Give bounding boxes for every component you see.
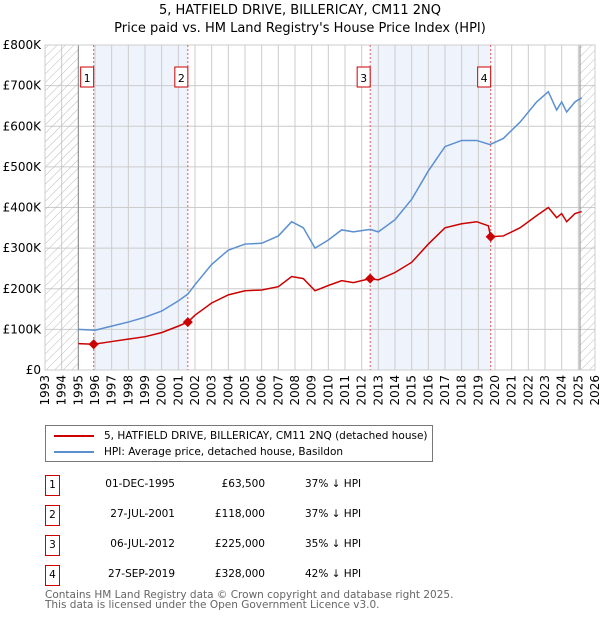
sale-label-box <box>356 66 371 88</box>
x-tick-label: 2026 <box>588 375 600 406</box>
transaction-price: £225,000 <box>214 538 265 550</box>
y-tick-label: £800K <box>3 38 43 52</box>
transaction-date: 27-JUL-2001 <box>110 508 175 520</box>
transaction-price: £328,000 <box>214 568 265 580</box>
y-tick-label: £0 <box>26 363 41 377</box>
transaction-row: 3 06-JUL-2012 £225,000 35% ↓ HPI <box>45 535 445 556</box>
sale-point <box>88 339 99 350</box>
y-tick-label: £400K <box>3 201 43 215</box>
hatched-area <box>45 45 79 370</box>
sale-label-box <box>477 66 492 88</box>
legend: 5, HATFIELD DRIVE, BILLERICAY, CM11 2NQ … <box>45 425 433 462</box>
y-tick-label: £300K <box>3 241 43 255</box>
y-tick-label: £100K <box>3 322 43 336</box>
transaction-row: 4 27-SEP-2019 £328,000 42% ↓ HPI <box>45 565 445 586</box>
x-tick-label: 2006 <box>255 375 269 406</box>
x-tick-label: 2008 <box>288 375 302 406</box>
legend-label: 5, HATFIELD DRIVE, BILLERICAY, CM11 2NQ … <box>104 430 428 442</box>
x-tick-label: 2017 <box>438 375 452 406</box>
x-tick-label: 2004 <box>221 375 235 406</box>
x-tick-label: 2020 <box>488 375 502 406</box>
transaction-number: 1 <box>45 475 60 496</box>
transaction-number: 3 <box>45 535 60 556</box>
x-tick-label: 2002 <box>188 375 202 406</box>
x-tick-label: 1997 <box>105 375 119 406</box>
transaction-price: £118,000 <box>214 508 265 520</box>
transaction-number: 4 <box>45 565 60 586</box>
transaction-hpi-diff: 37% ↓ HPI <box>305 508 362 520</box>
series-line <box>78 90 583 331</box>
sale-point <box>485 231 496 242</box>
footer-licence: This data is licensed under the Open Gov… <box>45 599 380 611</box>
x-tick-label: 1995 <box>71 375 85 406</box>
x-tick-label: 2022 <box>521 375 535 406</box>
legend-swatch <box>54 451 94 453</box>
legend-swatch <box>54 435 94 437</box>
x-tick-label: 1994 <box>55 375 69 406</box>
x-tick-label: 2000 <box>155 375 169 406</box>
x-tick-label: 2001 <box>171 375 185 406</box>
sale-label: 3 <box>360 72 367 85</box>
x-tick-label: 2018 <box>455 375 469 406</box>
y-tick-label: £500K <box>3 160 43 174</box>
x-tick-label: 1998 <box>121 375 135 406</box>
chart-title: 5, HATFIELD DRIVE, BILLERICAY, CM11 2NQ <box>159 3 441 18</box>
legend-item-hpi: HPI: Average price, detached house, Basi… <box>54 446 343 458</box>
sale-label-box <box>174 66 189 88</box>
legend-label: HPI: Average price, detached house, Basi… <box>104 446 344 458</box>
legend-item-property: 5, HATFIELD DRIVE, BILLERICAY, CM11 2NQ … <box>54 430 428 442</box>
transaction-number: 2 <box>45 505 60 526</box>
chart-subtitle: Price paid vs. HM Land Registry's House … <box>114 21 486 36</box>
transaction-row: 2 27-JUL-2001 £118,000 37% ↓ HPI <box>45 505 445 526</box>
sale-label-box <box>80 66 95 88</box>
transaction-hpi-diff: 42% ↓ HPI <box>305 568 362 580</box>
x-tick-label: 2021 <box>505 375 519 406</box>
y-tick-label: £700K <box>3 79 43 93</box>
x-tick-label: 1996 <box>88 375 102 406</box>
x-tick-label: 2024 <box>555 375 569 406</box>
sale-point <box>365 273 376 284</box>
x-tick-label: 1993 <box>38 375 52 406</box>
x-tick-label: 2011 <box>338 375 352 406</box>
sale-label: 4 <box>481 72 488 85</box>
x-tick-label: 2013 <box>371 375 385 406</box>
chart: £0 £100K £200K £300K £400K £500K £600K £700K £80… <box>3 38 600 406</box>
series-line <box>78 206 582 345</box>
transaction-date: 01-DEC-1995 <box>105 478 175 490</box>
transaction-row: 1 01-DEC-1995 £63,500 37% ↓ HPI <box>45 475 445 496</box>
x-tick-label: 2023 <box>538 375 552 406</box>
y-tick-label: £600K <box>3 119 43 133</box>
plot-border <box>44 44 596 371</box>
x-tick-label: 2015 <box>405 375 419 406</box>
y-tick-label: £200K <box>3 282 43 296</box>
x-tick-label: 2003 <box>205 375 219 406</box>
sale-point <box>182 317 193 328</box>
x-tick-label: 2009 <box>305 375 319 406</box>
x-tick-label: 2012 <box>355 375 369 406</box>
transaction-hpi-diff: 35% ↓ HPI <box>305 538 362 550</box>
sale-label: 2 <box>178 72 185 85</box>
footer-copyright: Contains HM Land Registry data © Crown c… <box>45 589 454 601</box>
x-tick-label: 2019 <box>471 375 485 406</box>
transaction-hpi-diff: 37% ↓ HPI <box>305 478 362 490</box>
transaction-date: 06-JUL-2012 <box>110 538 175 550</box>
transaction-price: £63,500 <box>221 478 265 490</box>
x-tick-label: 1999 <box>138 375 152 406</box>
x-tick-label: 2005 <box>238 375 252 406</box>
transaction-date: 27-SEP-2019 <box>107 568 175 580</box>
x-tick-label: 2014 <box>388 375 402 406</box>
x-tick-label: 2025 <box>571 375 585 406</box>
hatched-area <box>580 45 595 370</box>
x-tick-label: 2016 <box>421 375 435 406</box>
x-tick-label: 2007 <box>271 375 285 406</box>
x-tick-label: 2010 <box>321 375 335 406</box>
sale-label: 1 <box>84 72 91 85</box>
